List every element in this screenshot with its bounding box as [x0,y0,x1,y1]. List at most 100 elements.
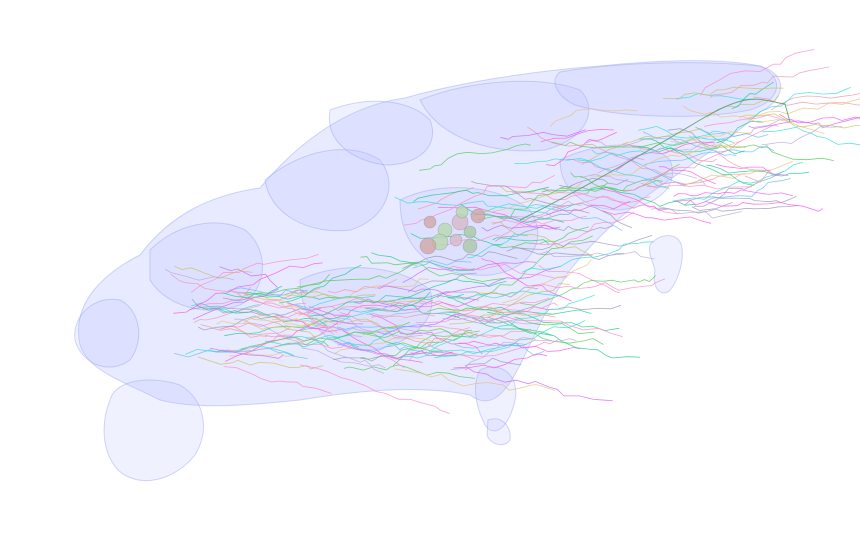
mesh-lobe [649,235,683,294]
neuron-fiber [675,93,757,100]
neuron-fiber [643,146,775,165]
neuron-fiber [238,292,341,300]
neuron-fiber [222,285,283,299]
neuron-fiber [170,273,307,309]
neuron-fiber [415,297,550,324]
neuron-fiber [715,164,789,176]
neuron-fiber [190,253,319,293]
neuron-fiber [327,278,398,294]
neuron-fiber [521,241,654,273]
neuron-fiber [492,237,550,245]
neuron-fiber [639,138,755,186]
neuron-soma [463,225,477,239]
neuron-fiber [580,172,697,184]
neuron-fiber [189,305,264,316]
neuron-fiber [219,327,291,336]
neuron-fiber [345,330,393,347]
neuron-fiber [418,324,536,341]
neuron-fiber [368,313,483,355]
neuron-fiber [453,366,613,401]
neuron-fiber [704,114,781,127]
neuron-soma [462,238,478,254]
neuron-fiber [436,265,561,299]
neuron-fiber [664,119,794,155]
neuron-fiber [682,105,825,135]
neuron-somata [419,205,486,255]
neuron-fibers [164,49,860,414]
neuron-fiber [210,347,284,359]
neuron-fiber [387,341,440,349]
neuron-fiber [419,300,556,318]
neuron-fiber [538,264,621,294]
neuron-soma [419,237,437,255]
neuron-fiber [473,208,590,221]
neuron-fiber [452,328,531,338]
neuron-fiber [232,290,335,335]
neuron-fiber [408,327,471,362]
neuron-fiber [492,226,589,249]
neuron-fiber [691,205,799,212]
neuron-fiber [242,292,307,311]
neuron-fiber [514,157,670,189]
neuron-fiber [762,126,860,146]
neuron-fiber [223,366,332,394]
neuron-fiber [514,316,595,335]
neuron-fiber [216,320,314,330]
neuron-fiber [602,210,712,224]
neuron-fiber [540,128,614,143]
neuron-fiber [531,278,666,291]
neuron-fiber [490,307,554,316]
neuron-fiber [465,357,522,367]
neuron-fiber [581,128,702,165]
neuron-fiber [714,149,771,183]
neuron-fiber [747,113,860,129]
neuron-fiber [309,293,464,317]
neuron-fiber [697,127,769,138]
neuron-fiber [490,221,593,257]
neuron-fiber [295,295,376,309]
neuron-fiber [394,196,552,216]
neuron-fiber [245,274,330,296]
neuron-fiber [464,353,547,371]
neuron-fiber [444,311,553,336]
neuron-fiber [234,318,386,369]
neuron-fiber [287,302,364,325]
neuron-fiber [658,166,716,185]
neuron-fiber [222,289,307,302]
neuron-fiber [401,343,527,359]
neuron-fiber [752,87,851,119]
neuron-fiber [219,266,278,288]
neuron-fiber [427,307,505,314]
neuron-fiber [492,215,587,228]
mesh-lobe [103,379,204,482]
neuron-fiber [290,319,423,363]
neuron-fiber [450,338,577,370]
mesh-lobe [486,418,511,446]
neuron-fiber [173,262,323,314]
neuron-fiber [298,301,428,316]
neuron-fiber [546,201,631,216]
neuron-fiber [591,149,686,187]
neuron-fiber [299,364,450,414]
neuron-fiber [198,308,322,331]
neuron-fiber [279,264,362,304]
neuron-fiber [313,338,385,374]
mesh-lobe [264,149,390,232]
neuron-fiber [716,120,764,144]
neuron-fiber [672,161,803,202]
neuron-fiber [362,332,444,353]
neuron-fiber [506,235,653,252]
neuron-fiber [646,181,752,190]
neuron-fiber [366,310,540,325]
neuron-soma [470,208,486,224]
neuron-fiber [434,320,586,359]
neuron-fiber [709,66,830,98]
neuron-fiber [454,290,562,301]
neuron-fiber [412,260,472,269]
neuron-fiber [447,263,567,279]
neuron-fiber [337,341,424,352]
neuron-fiber [512,191,587,201]
neuron-fiber [500,129,586,140]
